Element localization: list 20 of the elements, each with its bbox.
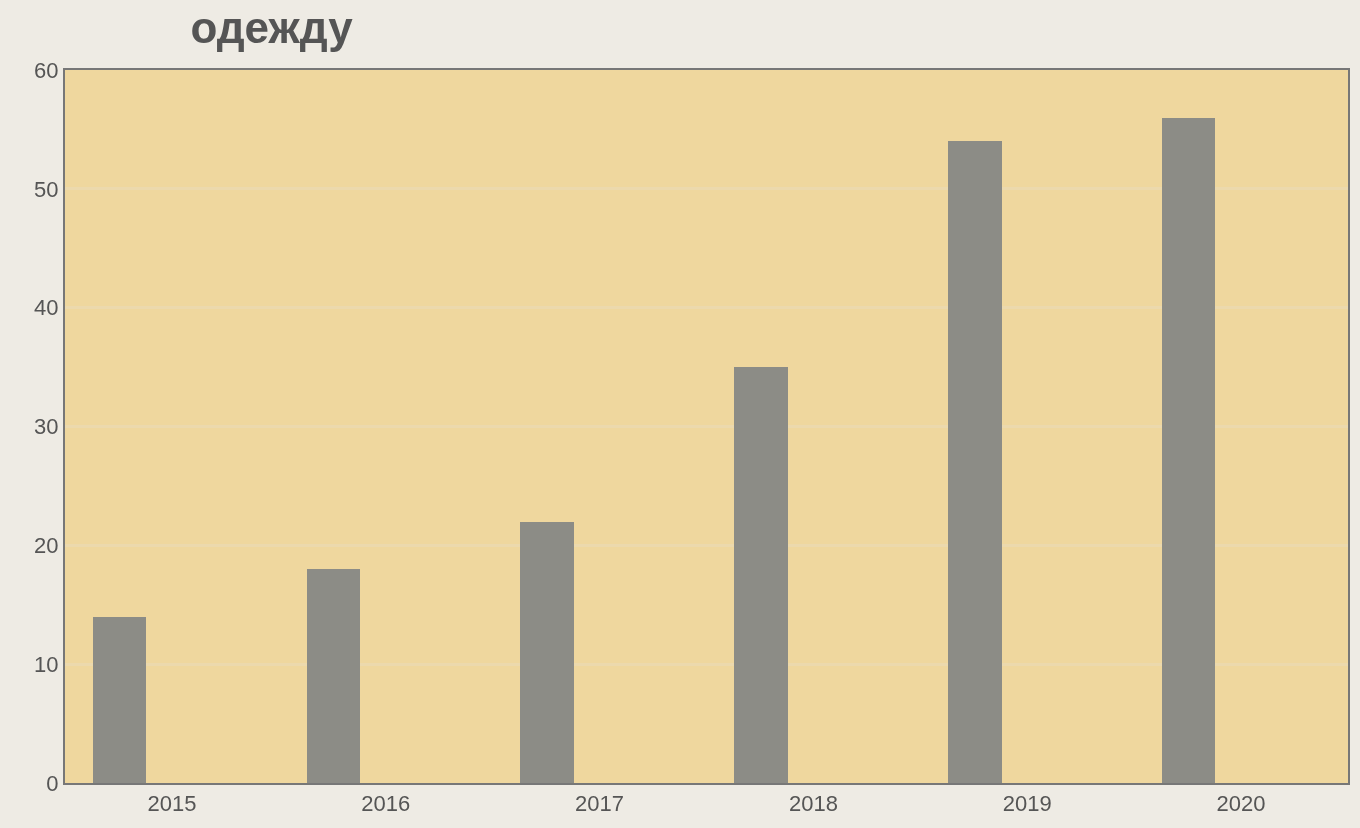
- y-tick-label: 30: [34, 414, 59, 440]
- x-tick-label: 2016: [361, 791, 411, 817]
- bar: [1162, 118, 1215, 783]
- x-tick-label: 2015: [147, 791, 197, 817]
- bar: [93, 617, 146, 783]
- x-tick-label: 2019: [1002, 791, 1052, 817]
- x-tick-label: 2018: [788, 791, 838, 817]
- y-tick-label: 10: [34, 651, 59, 677]
- y-tick-label: 50: [34, 176, 59, 202]
- y-tick-label: 40: [34, 295, 59, 321]
- chart-title: одежду: [190, 3, 354, 53]
- x-tick-label: 2017: [575, 791, 625, 817]
- x-tick-label: 2020: [1216, 791, 1266, 817]
- bar: [734, 367, 788, 783]
- bar: [520, 522, 574, 783]
- bar: [307, 569, 360, 783]
- bar: [948, 141, 1002, 783]
- y-tick-label: 60: [34, 57, 59, 83]
- y-tick-label: 0: [46, 770, 59, 796]
- y-tick-label: 20: [34, 533, 59, 559]
